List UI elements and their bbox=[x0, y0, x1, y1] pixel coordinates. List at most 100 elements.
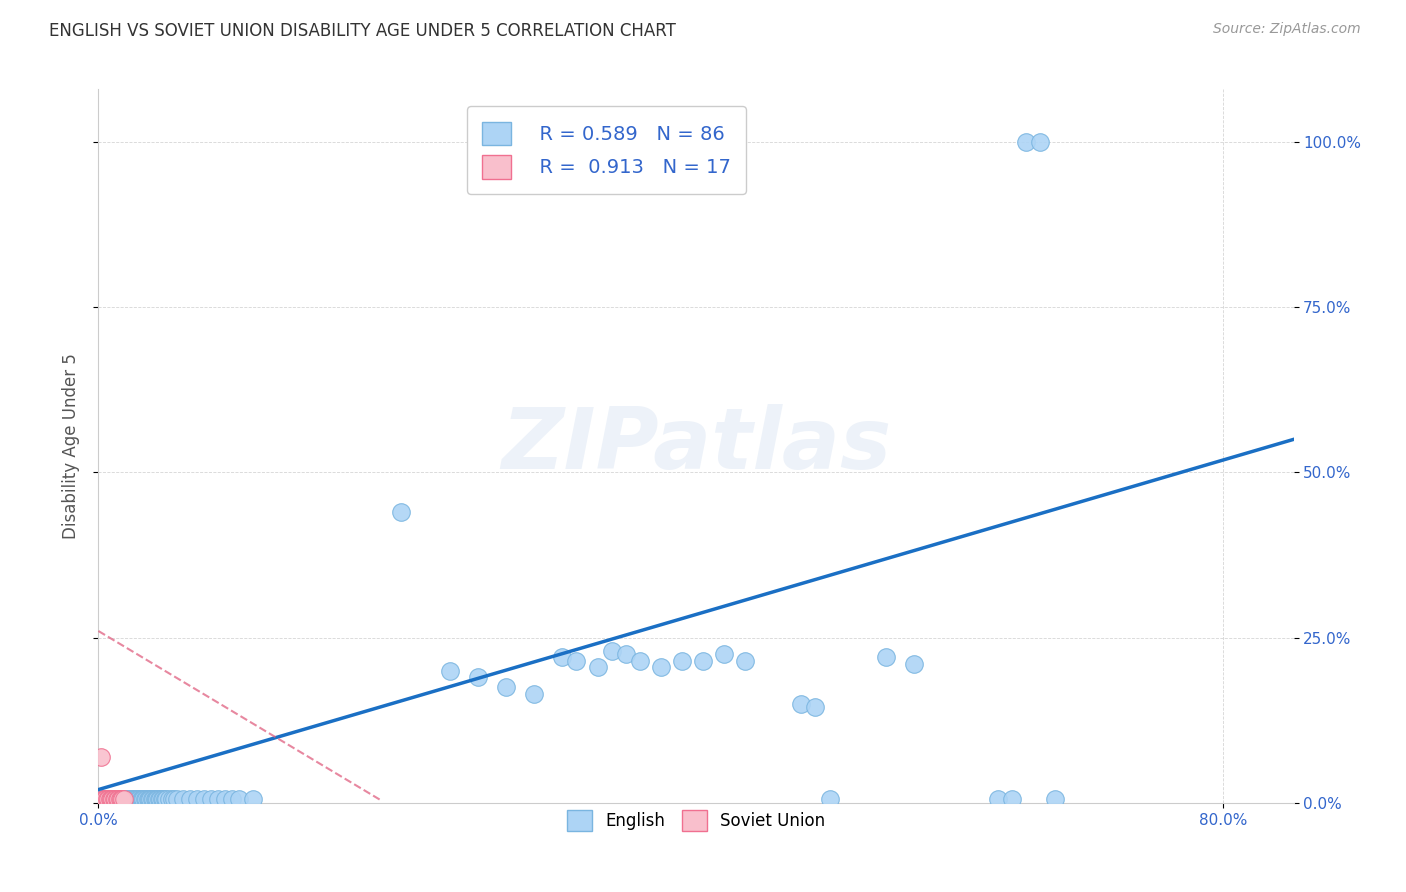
Point bbox=[628, 654, 651, 668]
Point bbox=[987, 792, 1010, 806]
Point bbox=[221, 792, 243, 806]
Point bbox=[207, 792, 229, 806]
Point bbox=[97, 792, 120, 806]
Point bbox=[148, 792, 170, 806]
Point bbox=[160, 792, 183, 806]
Point bbox=[790, 697, 813, 711]
Point bbox=[138, 792, 160, 806]
Point bbox=[121, 792, 143, 806]
Point bbox=[614, 647, 637, 661]
Point bbox=[94, 792, 117, 806]
Point bbox=[804, 700, 827, 714]
Point bbox=[132, 792, 155, 806]
Point bbox=[107, 792, 129, 806]
Point bbox=[903, 657, 925, 671]
Point bbox=[467, 670, 489, 684]
Point bbox=[600, 644, 623, 658]
Point bbox=[134, 792, 156, 806]
Point bbox=[105, 792, 128, 806]
Point bbox=[671, 654, 693, 668]
Point bbox=[650, 660, 672, 674]
Point bbox=[146, 792, 169, 806]
Point bbox=[103, 792, 125, 806]
Point bbox=[139, 792, 162, 806]
Text: ZIPatlas: ZIPatlas bbox=[501, 404, 891, 488]
Point bbox=[131, 792, 153, 806]
Point bbox=[101, 792, 124, 806]
Point bbox=[117, 792, 139, 806]
Point bbox=[1015, 135, 1038, 149]
Y-axis label: Disability Age Under 5: Disability Age Under 5 bbox=[62, 353, 80, 539]
Point bbox=[100, 792, 122, 806]
Point bbox=[565, 654, 588, 668]
Point bbox=[145, 792, 167, 806]
Point bbox=[101, 792, 124, 806]
Point bbox=[98, 792, 121, 806]
Point bbox=[122, 792, 145, 806]
Point bbox=[157, 792, 180, 806]
Point bbox=[104, 792, 127, 806]
Point bbox=[172, 792, 194, 806]
Point bbox=[150, 792, 173, 806]
Point bbox=[242, 792, 264, 806]
Point bbox=[1001, 792, 1024, 806]
Point bbox=[153, 792, 176, 806]
Point bbox=[118, 792, 141, 806]
Point bbox=[734, 654, 756, 668]
Point bbox=[228, 792, 250, 806]
Point bbox=[112, 792, 135, 806]
Point bbox=[111, 792, 134, 806]
Point bbox=[93, 792, 115, 806]
Point bbox=[91, 792, 114, 806]
Point bbox=[389, 505, 412, 519]
Point bbox=[193, 792, 215, 806]
Point bbox=[100, 792, 122, 806]
Point bbox=[155, 792, 177, 806]
Point bbox=[93, 792, 115, 806]
Point bbox=[91, 792, 114, 806]
Text: Source: ZipAtlas.com: Source: ZipAtlas.com bbox=[1213, 22, 1361, 37]
Point bbox=[103, 792, 125, 806]
Point bbox=[110, 792, 132, 806]
Text: ENGLISH VS SOVIET UNION DISABILITY AGE UNDER 5 CORRELATION CHART: ENGLISH VS SOVIET UNION DISABILITY AGE U… bbox=[49, 22, 676, 40]
Point bbox=[875, 650, 897, 665]
Point bbox=[149, 792, 172, 806]
Point bbox=[200, 792, 222, 806]
Point bbox=[96, 792, 118, 806]
Point bbox=[163, 792, 186, 806]
Point bbox=[152, 792, 174, 806]
Point bbox=[105, 792, 128, 806]
Point bbox=[143, 792, 166, 806]
Point bbox=[179, 792, 201, 806]
Point bbox=[104, 792, 127, 806]
Point bbox=[551, 650, 574, 665]
Point bbox=[135, 792, 157, 806]
Point bbox=[495, 680, 517, 694]
Point bbox=[713, 647, 735, 661]
Point bbox=[108, 792, 131, 806]
Point bbox=[186, 792, 208, 806]
Point bbox=[112, 792, 135, 806]
Point bbox=[141, 792, 163, 806]
Point bbox=[818, 792, 841, 806]
Point bbox=[124, 792, 146, 806]
Point bbox=[125, 792, 148, 806]
Legend: English, Soviet Union: English, Soviet Union bbox=[560, 804, 832, 838]
Point bbox=[110, 792, 132, 806]
Point bbox=[111, 792, 134, 806]
Point bbox=[1043, 792, 1066, 806]
Point bbox=[692, 654, 714, 668]
Point bbox=[586, 660, 609, 674]
Point bbox=[108, 792, 131, 806]
Point bbox=[107, 792, 129, 806]
Point bbox=[166, 792, 188, 806]
Point bbox=[439, 664, 461, 678]
Point bbox=[127, 792, 149, 806]
Point bbox=[96, 792, 118, 806]
Point bbox=[114, 792, 136, 806]
Point bbox=[128, 792, 150, 806]
Point bbox=[1029, 135, 1052, 149]
Point bbox=[94, 792, 117, 806]
Point bbox=[120, 792, 142, 806]
Point bbox=[142, 792, 165, 806]
